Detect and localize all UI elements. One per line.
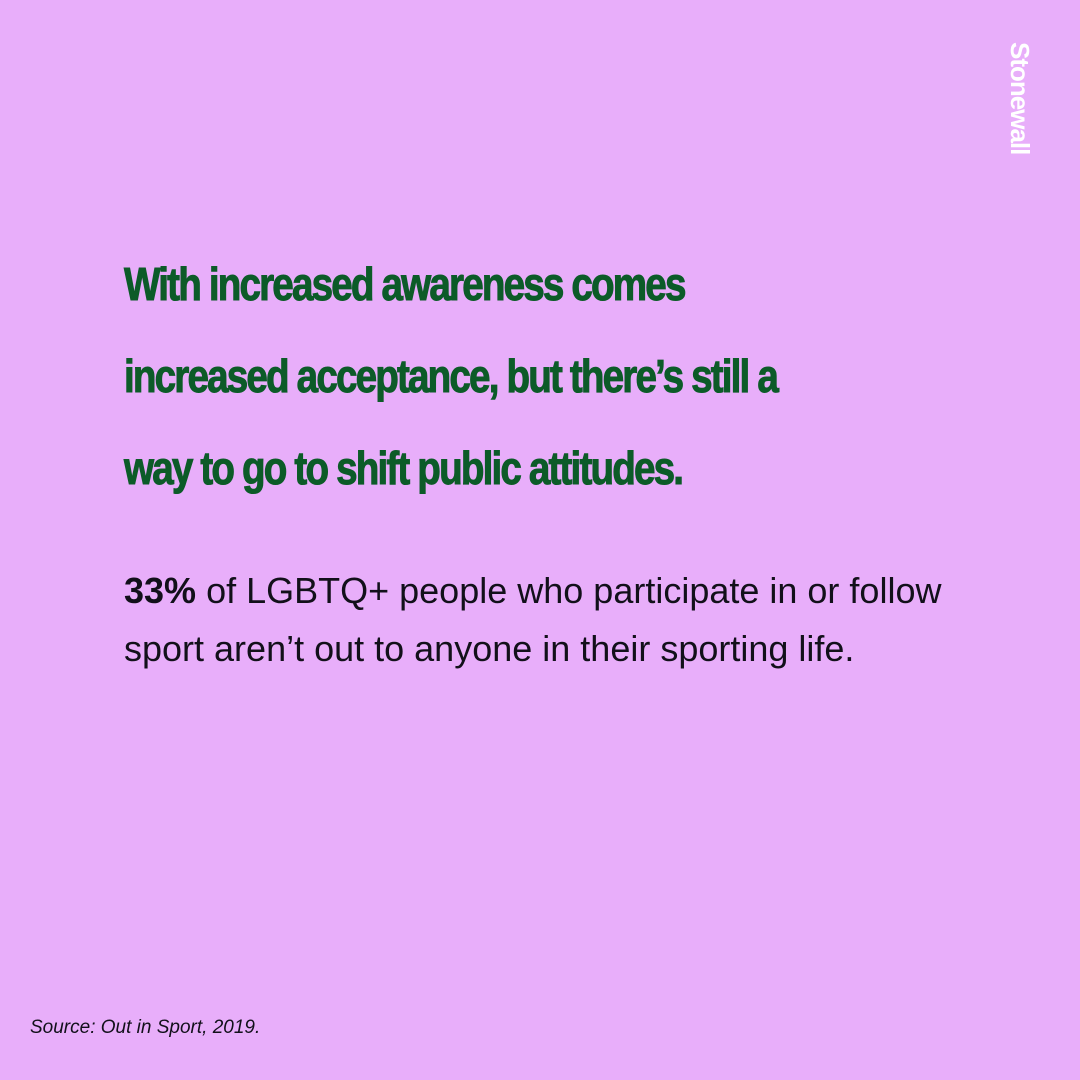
source-citation: Source: Out in Sport, 2019. [30, 1017, 261, 1038]
statistic-figure: 33% [124, 570, 197, 611]
headline: With increased awareness comes increased… [124, 258, 780, 495]
logo-wordmark: Stonewall [1005, 42, 1035, 155]
stonewall-logo: Stonewall [1002, 42, 1038, 200]
statistic-text: of LGBTQ+ people who participate in or f… [124, 570, 942, 669]
statistic-paragraph: 33% of LGBTQ+ people who participate in … [124, 562, 964, 678]
